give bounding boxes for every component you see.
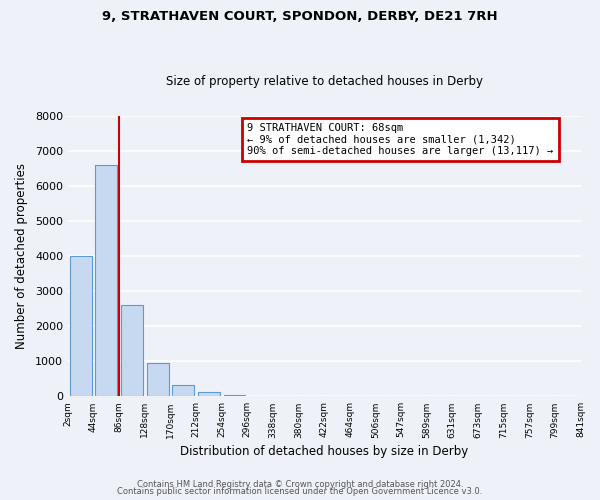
- Bar: [147, 363, 169, 396]
- Title: Size of property relative to detached houses in Derby: Size of property relative to detached ho…: [166, 76, 483, 88]
- X-axis label: Distribution of detached houses by size in Derby: Distribution of detached houses by size …: [180, 444, 469, 458]
- Text: Contains HM Land Registry data © Crown copyright and database right 2024.: Contains HM Land Registry data © Crown c…: [137, 480, 463, 489]
- Bar: [224, 394, 245, 396]
- Text: 9, STRATHAVEN COURT, SPONDON, DERBY, DE21 7RH: 9, STRATHAVEN COURT, SPONDON, DERBY, DE2…: [102, 10, 498, 23]
- Text: Contains public sector information licensed under the Open Government Licence v3: Contains public sector information licen…: [118, 487, 482, 496]
- Y-axis label: Number of detached properties: Number of detached properties: [15, 163, 28, 349]
- Bar: [70, 256, 92, 396]
- Bar: [121, 305, 143, 396]
- Bar: [198, 392, 220, 396]
- Text: 9 STRATHAVEN COURT: 68sqm
← 9% of detached houses are smaller (1,342)
90% of sem: 9 STRATHAVEN COURT: 68sqm ← 9% of detach…: [247, 123, 554, 156]
- Bar: [172, 385, 194, 396]
- Bar: [95, 165, 117, 396]
